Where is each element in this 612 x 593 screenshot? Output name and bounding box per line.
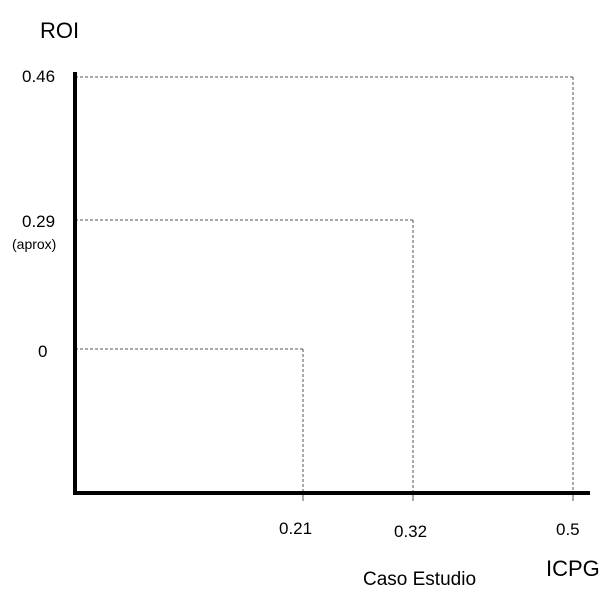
y-axis-title: ROI [40, 18, 79, 43]
x-tick-label-0.32: 0.32 [394, 522, 427, 541]
y-tick-label-0.29: 0.29 [22, 212, 55, 231]
x-tick-label-0.5: 0.5 [556, 520, 580, 539]
x-axis-title: ICPG [546, 556, 600, 581]
y-tick-label-0: 0 [38, 342, 47, 361]
x-axis-subtitle: Caso Estudio [363, 569, 476, 590]
y-tick-label-0.46: 0.46 [22, 67, 55, 86]
y-tick-note-aprox: (aprox) [12, 236, 56, 252]
guide-lines [75, 76, 574, 501]
x-tick-label-0.21: 0.21 [279, 519, 312, 538]
